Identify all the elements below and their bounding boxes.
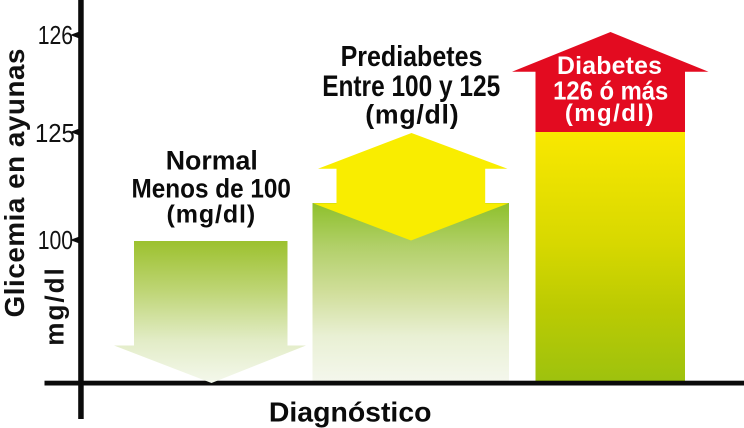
svg-text:(mg/dl): (mg/dl) [167,201,256,229]
svg-text:Entre 100 y 125: Entre 100 y 125 [322,70,500,103]
svg-text:125: 125 [35,120,75,148]
svg-text:Menos de 100: Menos de 100 [132,174,291,204]
svg-text:Diagnóstico: Diagnóstico [269,396,432,427]
svg-text:(mg/dl): (mg/dl) [365,100,459,130]
svg-text:(mg/dl): (mg/dl) [565,100,655,127]
svg-text:mg/dl: mg/dl [39,266,69,345]
svg-text:126 ó más: 126 ó más [553,78,668,106]
svg-text:Normal: Normal [166,146,258,176]
svg-text:Prediabetes: Prediabetes [341,41,483,73]
svg-text:Diabetes: Diabetes [557,53,662,80]
svg-text:126: 126 [38,22,73,50]
svg-text:100: 100 [38,227,73,255]
svg-text:Glicemia en ayunas: Glicemia en ayunas [0,48,30,317]
